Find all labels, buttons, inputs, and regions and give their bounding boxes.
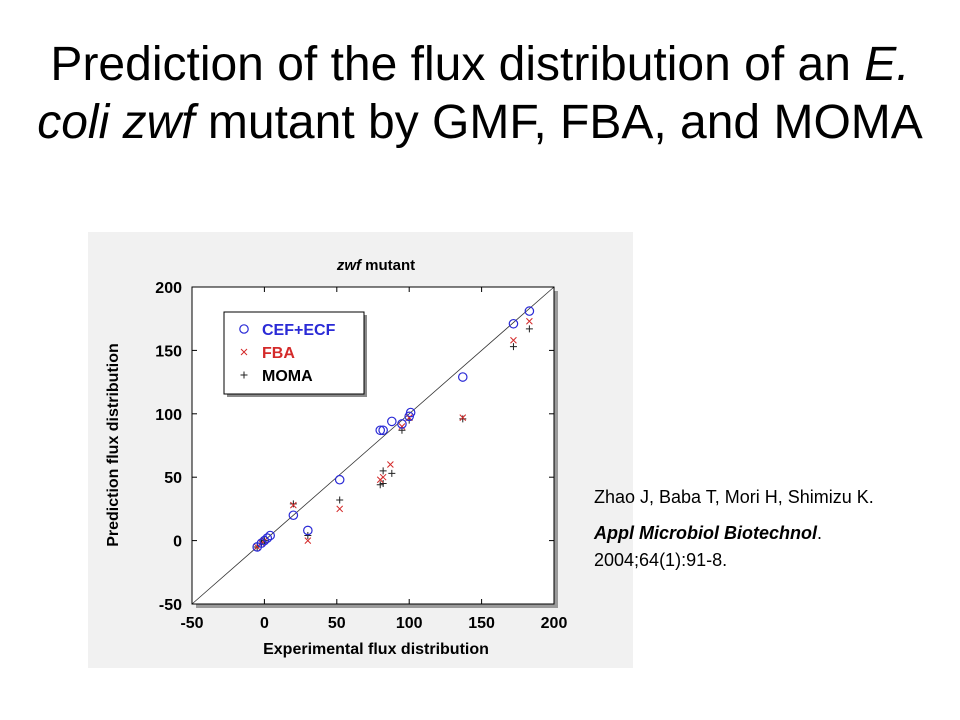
chart-title-rest: mutant <box>361 257 415 274</box>
legend-label: MOMA <box>262 368 313 385</box>
citation: Zhao J, Baba T, Mori H, Shimizu K. Appl … <box>594 484 924 583</box>
data-point-moma <box>336 496 344 504</box>
scatter-chart: zwf mutant Experimental flux distributio… <box>105 257 568 658</box>
data-point-cef-ecf <box>265 530 275 541</box>
data-point-cef-ecf <box>375 425 386 436</box>
x-tick-label: 150 <box>468 615 495 632</box>
data-point-moma <box>509 343 517 351</box>
legend-marker <box>240 371 248 379</box>
legend-marker <box>239 324 249 334</box>
data-point-moma <box>379 480 387 488</box>
diagonal-line <box>191 286 555 605</box>
y-axis-label: Prediction flux distribution <box>105 343 122 547</box>
data-point-cef-ecf <box>405 407 416 418</box>
data-point-moma <box>376 481 384 489</box>
x-tick-label: 50 <box>328 615 346 632</box>
data-point-cef-ecf <box>262 533 273 543</box>
chart-panel: zwf mutant Experimental flux distributio… <box>88 232 633 668</box>
data-point-fba <box>336 505 344 513</box>
data-point-fba <box>526 317 533 325</box>
citation-journal: Appl Microbiol Biotechnol <box>594 523 817 543</box>
legend-marker <box>240 348 248 356</box>
data-point-moma <box>379 467 387 475</box>
citation-details: . 2004;64(1):91-8. <box>594 523 823 570</box>
y-tick-label: 100 <box>155 407 182 424</box>
x-tick-label: 0 <box>260 615 269 632</box>
data-point-fba <box>379 473 387 481</box>
title-part-3: mutant by GMF, FBA, and MOMA <box>194 96 923 149</box>
data-point-moma <box>525 325 533 333</box>
y-tick-label: -50 <box>159 597 182 614</box>
data-point-cef-ecf <box>259 535 270 546</box>
legend-label: FBA <box>262 345 295 362</box>
data-point-moma <box>459 415 467 423</box>
data-point-cef-ecf <box>508 318 519 329</box>
y-tick-label: 150 <box>155 343 182 360</box>
title-italic-part: E. coli zwf <box>37 38 910 149</box>
data-point-fba <box>398 423 406 430</box>
data-point-cef-ecf <box>397 419 407 429</box>
chart-title-italic: zwf <box>336 257 363 274</box>
citation-source: Appl Microbiol Biotechnol. 2004;64(1):91… <box>594 520 924 574</box>
slide-title: Prediction of the flux distribution of a… <box>20 36 940 152</box>
y-tick-label: 200 <box>155 280 182 297</box>
data-point-moma <box>304 532 312 540</box>
x-tick-label: 100 <box>396 615 423 632</box>
data-point-cef-ecf <box>334 474 345 485</box>
legend-label: CEF+ECF <box>262 322 336 339</box>
data-point-cef-ecf <box>256 538 267 548</box>
data-point-moma <box>388 469 396 477</box>
citation-authors: Zhao J, Baba T, Mori H, Shimizu K. <box>594 487 874 507</box>
data-point-moma <box>289 500 297 508</box>
y-tick-label: 0 <box>173 534 182 551</box>
data-point-fba <box>387 461 394 468</box>
x-tick-label: 200 <box>541 615 568 632</box>
data-point-cef-ecf <box>457 372 468 382</box>
data-point-fba <box>290 501 297 509</box>
data-point-cef-ecf <box>303 525 313 536</box>
x-tick-label: -50 <box>180 615 203 632</box>
data-point-cef-ecf <box>524 306 535 316</box>
data-point-fba <box>304 537 312 544</box>
y-tick-label: 50 <box>164 470 182 487</box>
data-point-cef-ecf <box>378 425 388 436</box>
chart-title: zwf mutant <box>336 257 415 274</box>
data-point-fba <box>510 336 517 344</box>
data-point-cef-ecf <box>288 510 299 521</box>
x-axis-label: Experimental flux distribution <box>263 641 489 658</box>
title-part-1: Prediction of the flux distribution of a… <box>50 38 865 91</box>
data-point-fba <box>459 414 467 421</box>
data-point-cef-ecf <box>387 416 397 427</box>
